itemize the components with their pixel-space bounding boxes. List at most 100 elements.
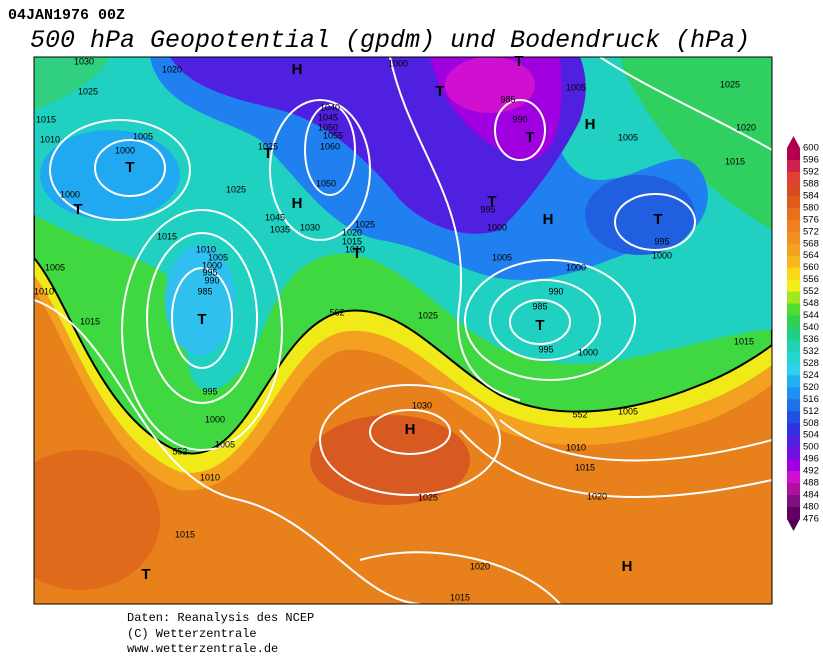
- warm-region: [34, 450, 160, 590]
- colorbar-cell: [787, 231, 800, 245]
- pressure-center: T: [263, 145, 272, 162]
- pressure-center: T: [487, 193, 496, 210]
- pressure-center: T: [514, 53, 523, 70]
- isobar-label: 1015: [575, 462, 595, 472]
- colorbar-cell: [787, 303, 800, 317]
- isobar-label: 995: [538, 344, 553, 354]
- isobar: [269, 99, 371, 241]
- isobar-label: 1020: [162, 64, 182, 74]
- contour-fill: [40, 130, 180, 220]
- isobar-label: 552: [572, 409, 587, 419]
- colorbar-cell: [787, 291, 800, 305]
- isobar-label: 1005: [208, 252, 228, 262]
- colorbar-cell: [787, 171, 800, 185]
- colorbar-top-arrow: [787, 136, 800, 148]
- isobar: [459, 429, 772, 499]
- isobar-label: 1000: [115, 145, 135, 155]
- isobar-label: 1015: [175, 529, 195, 539]
- isobar-label: 1005: [215, 439, 235, 449]
- isobar-label: 1020: [736, 122, 756, 132]
- colorbar-label: 588: [803, 178, 819, 189]
- colorbar-cell: [787, 459, 800, 472]
- isobar: [121, 209, 283, 451]
- isobar-label: 995: [480, 204, 495, 214]
- pressure-center: T: [197, 311, 206, 328]
- isobar-label: 1050: [316, 178, 336, 188]
- footer-line: Daten: Reanalysis des NCEP: [127, 611, 314, 625]
- isobar-label: 552: [172, 446, 187, 456]
- colorbar-cell: [787, 148, 800, 161]
- isobar-label: 1005: [492, 252, 512, 262]
- isobar: [494, 99, 546, 161]
- isobar-label: 1045: [318, 112, 338, 122]
- footer-line: www.wetterzentrale.de: [127, 642, 278, 656]
- isobar-label: 985: [197, 286, 212, 296]
- isobar-label: 1005: [566, 82, 586, 92]
- colorbar-cell: [787, 483, 800, 496]
- isobar-label: 1025: [355, 219, 375, 229]
- colorbar-cell: [787, 339, 800, 352]
- colorbar-label: 552: [803, 286, 819, 297]
- isobar-label: 1010: [34, 286, 54, 296]
- isobar-label: 990: [512, 114, 527, 124]
- colorbar-cell: [787, 279, 800, 293]
- isobar-label: 562: [329, 307, 344, 317]
- isobar: [34, 299, 421, 604]
- isobar-label: 1005: [618, 406, 638, 416]
- isobar: [304, 104, 356, 196]
- pressure-center: H: [622, 558, 633, 575]
- isobar-label: 995: [202, 386, 217, 396]
- isobar-label: 990: [204, 275, 219, 285]
- isobar-label: 1025: [226, 184, 246, 194]
- isobar-label: 1035: [270, 224, 290, 234]
- colorbar-cell: [787, 363, 800, 376]
- isobar-label: 1055: [323, 130, 343, 140]
- isobar: [499, 419, 772, 462]
- colorbar-label: 556: [803, 274, 819, 285]
- colorbar-label: 532: [803, 346, 819, 357]
- isobar: [94, 139, 166, 197]
- isobar: [369, 409, 451, 455]
- colorbar-label: 584: [803, 190, 819, 201]
- colorbar-cell: [787, 399, 800, 412]
- colorbar-cell: [787, 255, 800, 269]
- colorbar-label: 540: [803, 322, 819, 333]
- isobar-label: 1000: [578, 347, 598, 357]
- isobar-label: 1025: [258, 141, 278, 151]
- colorbar-label: 568: [803, 238, 819, 249]
- isobar-label: 1000: [566, 262, 586, 272]
- isobar-label: 1030: [412, 400, 432, 410]
- pressure-center: T: [73, 201, 82, 218]
- colorbar-label: 544: [803, 310, 819, 321]
- isobar-label: 1020: [470, 561, 490, 571]
- colorbar-bottom-arrow: [787, 519, 800, 531]
- title: 500 hPa Geopotential (gpdm) und Bodendru…: [30, 26, 750, 55]
- isobar-label: 1045: [265, 212, 285, 222]
- pressure-center: H: [405, 421, 416, 438]
- colorbar-label: 600: [803, 143, 819, 154]
- isobar: [614, 193, 696, 251]
- isobar-label: 1010: [40, 134, 60, 144]
- colorbar-label: 528: [803, 358, 819, 369]
- isobar-label: 1005: [133, 131, 153, 141]
- isobar-label: 1015: [342, 236, 362, 246]
- isobar-label: 1030: [74, 56, 94, 66]
- colorbar-label: 492: [803, 466, 819, 477]
- warm-core: [310, 415, 470, 505]
- pressure-center: H: [543, 211, 554, 228]
- isobar: [359, 551, 561, 604]
- isobar: [489, 279, 601, 361]
- isobar: [509, 299, 571, 345]
- colorbar-label: 476: [803, 514, 819, 525]
- colorbar-label: 576: [803, 214, 819, 225]
- colorbar-cell: [787, 495, 800, 508]
- colorbar-label: 520: [803, 382, 819, 393]
- colorbar-label: 512: [803, 406, 819, 417]
- colorbar-label: 564: [803, 250, 819, 261]
- colorbar-cell: [787, 183, 800, 197]
- colorbar-cell: [787, 507, 800, 520]
- colorbar-cell: [787, 195, 800, 209]
- isobar-label: 1020: [587, 491, 607, 501]
- isobar-label: 1000: [487, 222, 507, 232]
